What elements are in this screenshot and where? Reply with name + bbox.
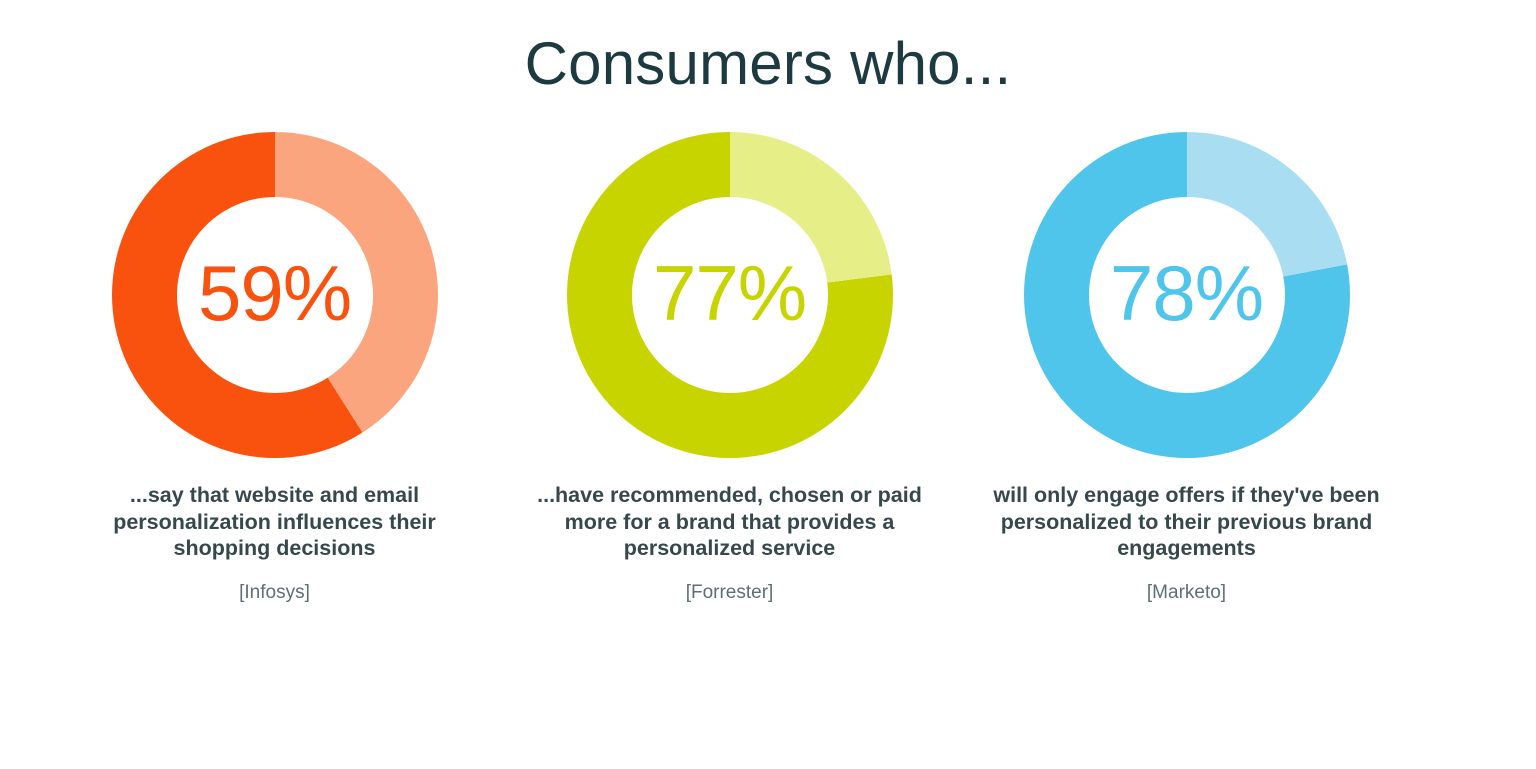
stat-source: [Forrester]	[685, 581, 774, 603]
stat-card-infosys: 59% ...say that website and email person…	[47, 132, 502, 605]
stat-caption: ...have recommended, chosen or paid more…	[537, 483, 922, 560]
donut-value-label: 77%	[652, 249, 807, 337]
donut-center: 59%	[176, 197, 373, 393]
donut-value-label: 78%	[1109, 249, 1264, 337]
stat-card-marketo: 78% will only engage offers if they've b…	[959, 132, 1414, 605]
stat-caption: ...say that website and email personaliz…	[113, 483, 436, 560]
stat-source: [Marketo]	[1146, 581, 1227, 603]
stat-caption: will only engage offers if they've been …	[993, 483, 1380, 560]
donut-center: 77%	[631, 197, 828, 393]
stat-source: [Infosys]	[239, 581, 310, 603]
donut-chart-infosys: 59%	[111, 132, 438, 458]
donut-chart-forrester: 77%	[566, 132, 893, 458]
stats-row: 59% ...say that website and email person…	[0, 132, 1536, 605]
stat-card-forrester: 77% ...have recommended, chosen or paid …	[502, 132, 957, 605]
page-title: Consumers who...	[524, 30, 1012, 97]
donut-chart-marketo: 78%	[1023, 132, 1350, 458]
donut-center: 78%	[1088, 197, 1285, 393]
donut-value-label: 59%	[197, 249, 352, 337]
